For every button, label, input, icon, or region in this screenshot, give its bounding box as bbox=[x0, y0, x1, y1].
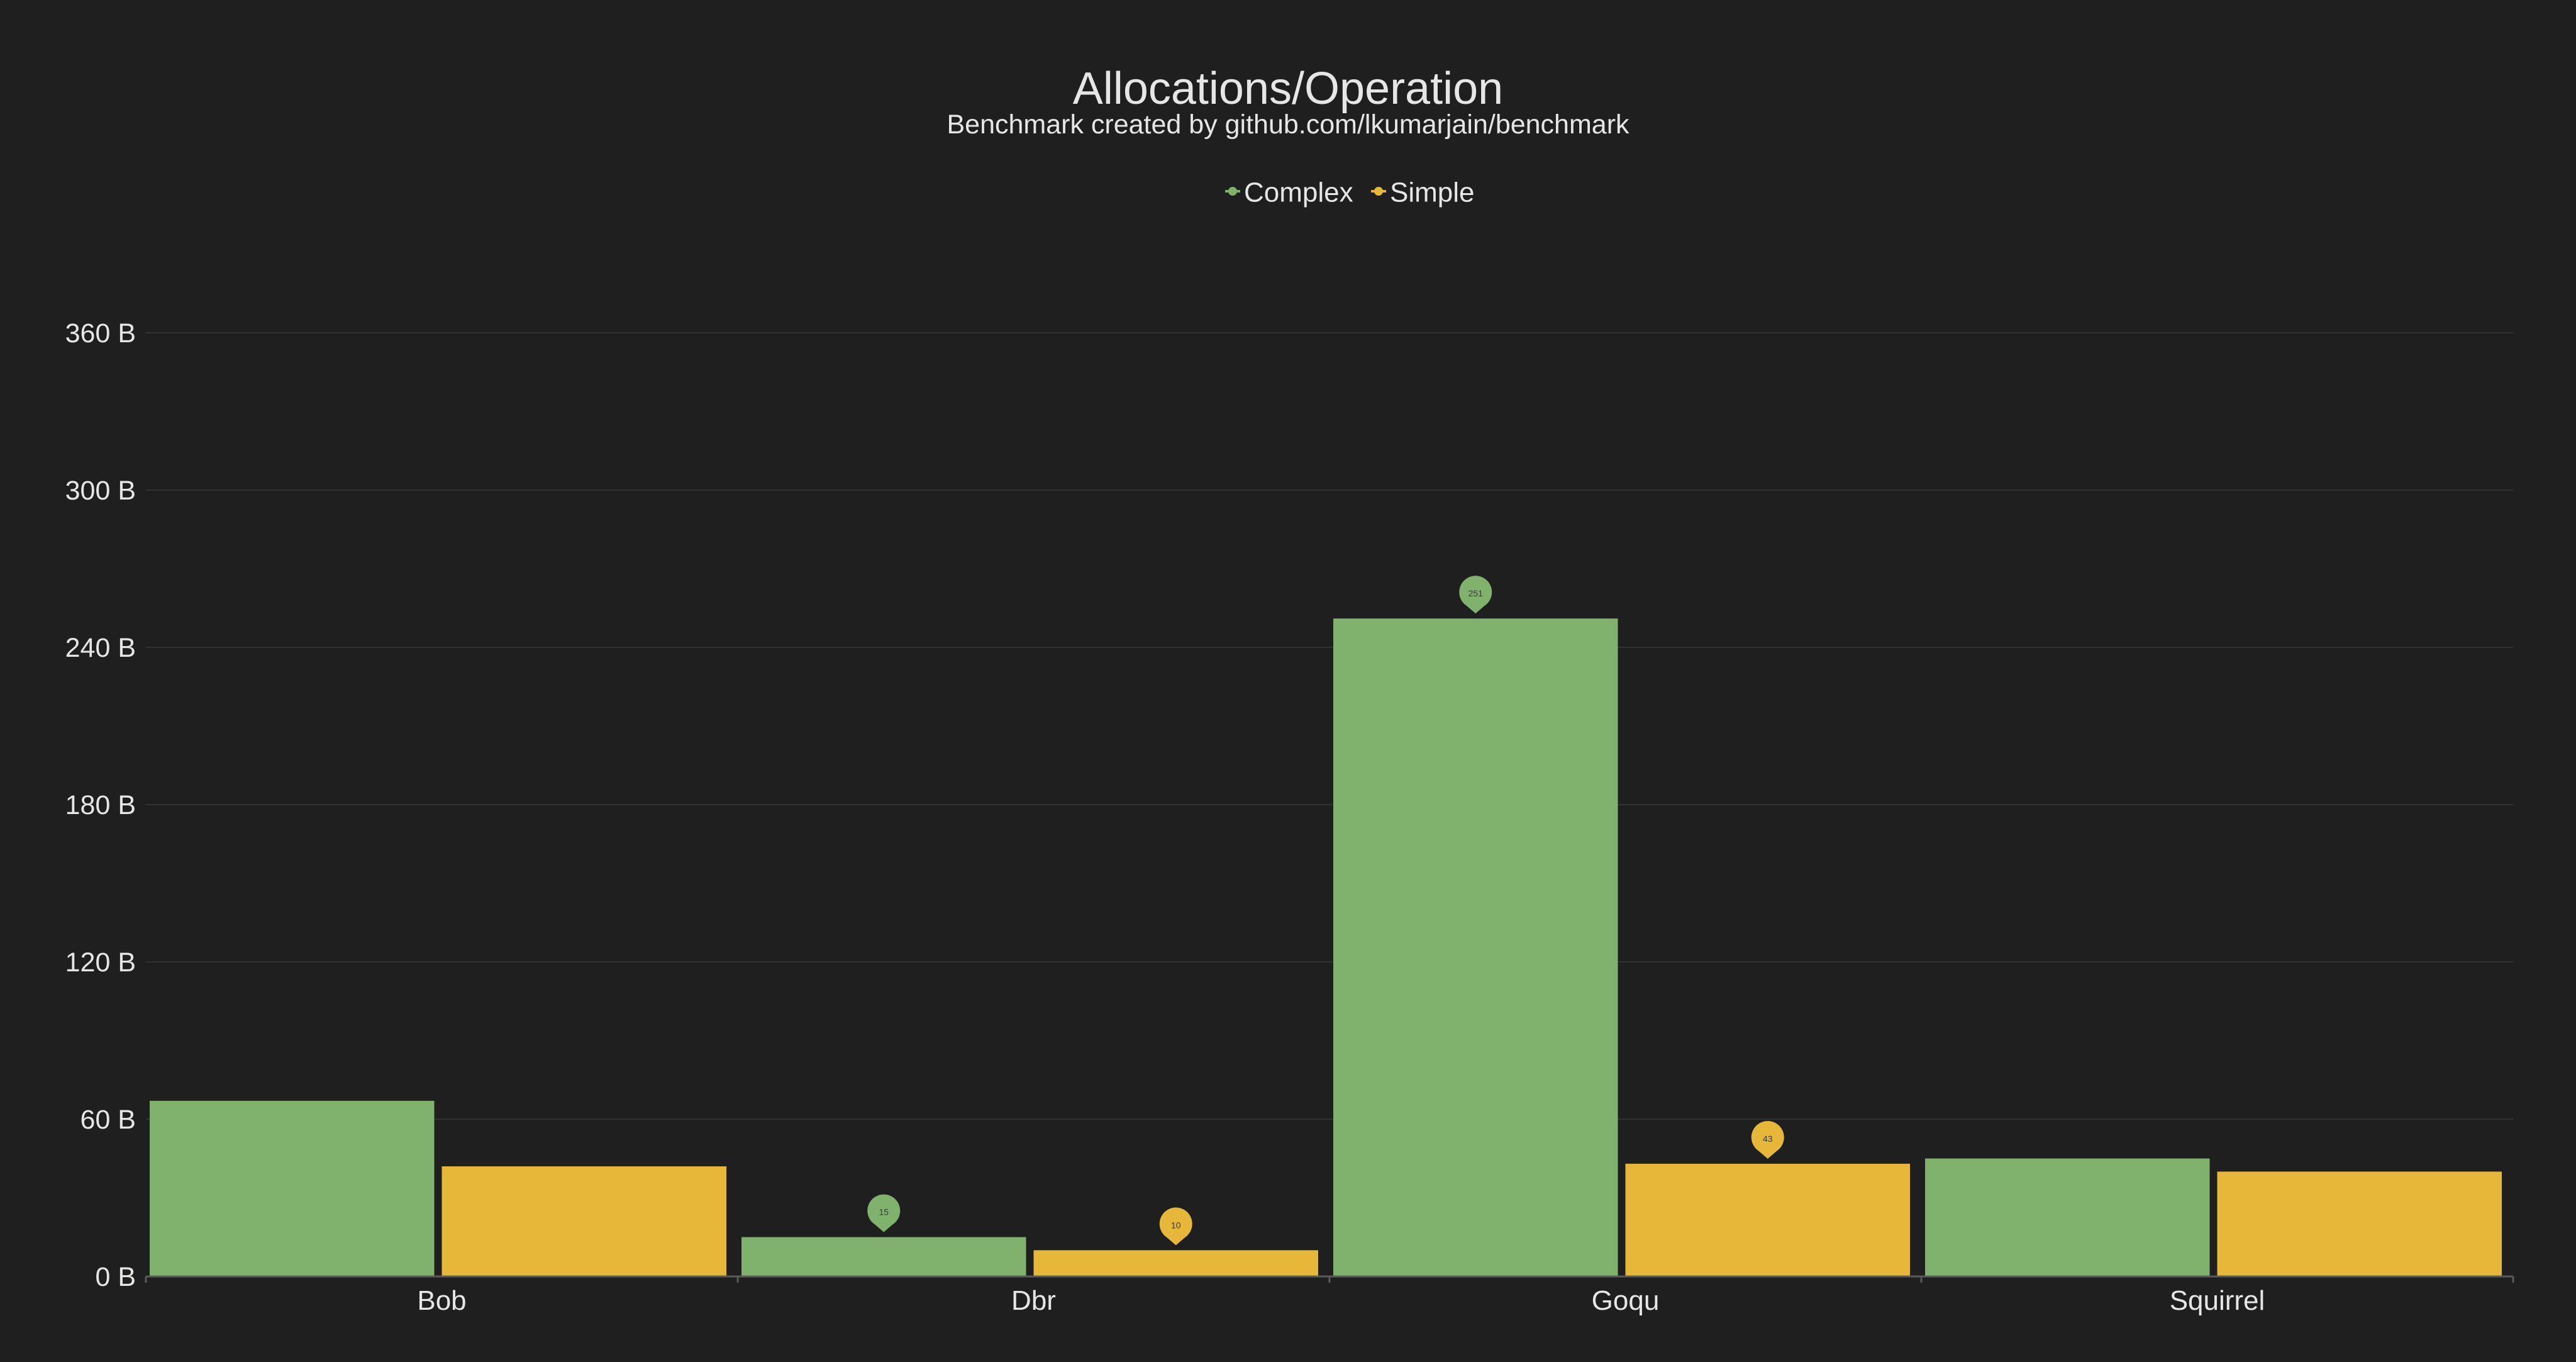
bar-complex-dbr bbox=[741, 1237, 1026, 1276]
data-label-complex-dbr: 15 bbox=[867, 1194, 901, 1232]
legend-marker-complex bbox=[1228, 187, 1237, 196]
y-tick-label: 180 B bbox=[65, 790, 136, 820]
y-tick-label: 240 B bbox=[65, 633, 136, 663]
y-tick-label: 60 B bbox=[80, 1105, 136, 1135]
y-tick-label: 360 B bbox=[65, 318, 136, 349]
x-tick-label: Dbr bbox=[1011, 1285, 1056, 1316]
bar-simple-goqu bbox=[1625, 1163, 1910, 1276]
bar-complex-squirrel bbox=[1925, 1158, 2210, 1276]
legend-marker-simple bbox=[1374, 187, 1383, 196]
bar-simple-dbr bbox=[1033, 1250, 1318, 1276]
legend-label-simple: Simple bbox=[1390, 177, 1475, 208]
data-label-text: 10 bbox=[1171, 1220, 1181, 1230]
data-label-simple-dbr: 10 bbox=[1159, 1207, 1192, 1246]
y-tick-label: 300 B bbox=[65, 476, 136, 506]
chart-subtitle: Benchmark created by github.com/lkumarja… bbox=[947, 109, 1629, 140]
data-label-text: 43 bbox=[1763, 1134, 1773, 1144]
x-tick-label: Squirrel bbox=[2170, 1285, 2265, 1316]
data-label-pin bbox=[1159, 1207, 1192, 1246]
bar-simple-squirrel bbox=[2217, 1171, 2502, 1276]
legend-label-complex: Complex bbox=[1244, 177, 1353, 208]
bars bbox=[150, 618, 2502, 1276]
bar-complex-bob bbox=[150, 1100, 435, 1276]
data-label-text: 15 bbox=[879, 1207, 889, 1217]
chart-title: Allocations/Operation bbox=[1073, 64, 1503, 114]
y-axis-tick-labels: 0 B 60 B 120 B 180 B 240 B 300 B 360 B bbox=[65, 318, 136, 1292]
data-label-pin bbox=[1751, 1120, 1784, 1159]
y-tick-label: 120 B bbox=[65, 947, 136, 978]
bar-simple-bob bbox=[441, 1166, 726, 1276]
data-label-pin bbox=[867, 1194, 901, 1232]
x-tick-label: Goqu bbox=[1592, 1285, 1660, 1316]
data-label-pin bbox=[1459, 576, 1492, 614]
data-label-complex-goqu: 251 bbox=[1459, 576, 1492, 614]
legend[interactable]: Complex Simple bbox=[1225, 177, 1475, 208]
data-label-simple-goqu: 43 bbox=[1751, 1120, 1784, 1159]
x-axis-tick-labels: Bob Dbr Goqu Squirrel bbox=[417, 1285, 2265, 1316]
x-tick-label: Bob bbox=[417, 1285, 466, 1316]
data-label-text: 251 bbox=[1468, 588, 1484, 598]
bar-complex-goqu bbox=[1333, 618, 1618, 1276]
bar-markers: 15 10 251 43 bbox=[867, 576, 1784, 1246]
gridlines bbox=[146, 332, 2513, 1120]
legend-item-simple[interactable]: Simple bbox=[1371, 177, 1475, 208]
legend-item-complex[interactable]: Complex bbox=[1225, 177, 1353, 208]
x-axis bbox=[145, 1275, 2514, 1283]
y-tick-label: 0 B bbox=[95, 1262, 136, 1292]
